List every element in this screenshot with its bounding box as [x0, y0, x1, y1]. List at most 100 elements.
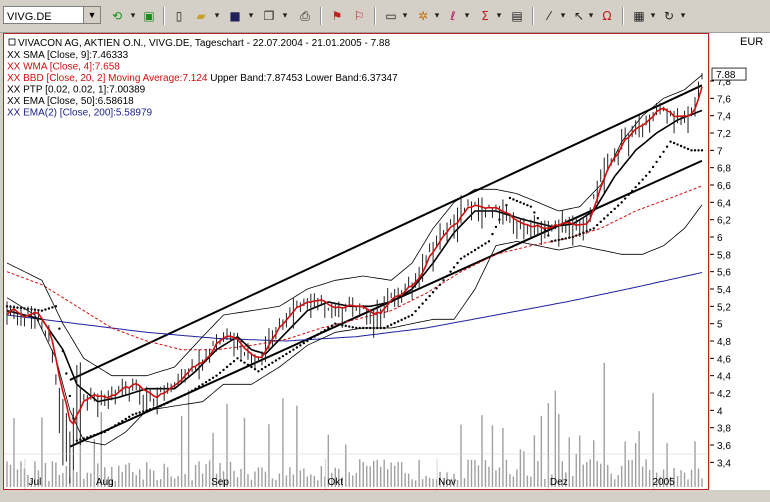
psar-dot	[592, 227, 595, 230]
psar-dot	[662, 150, 665, 153]
psar-dot	[176, 396, 180, 400]
psar-dot	[651, 165, 655, 169]
volume-bar	[551, 474, 553, 487]
x-tick-label: Nov	[438, 477, 456, 488]
print-icon[interactable]: ⎙	[300, 9, 310, 23]
volume-bar	[383, 459, 385, 487]
volume-bar	[359, 459, 361, 487]
volume-bar	[222, 471, 225, 487]
psar-dot	[634, 185, 637, 189]
psar-dot	[421, 302, 424, 305]
chart-type-icon[interactable]: ▭	[385, 9, 397, 23]
volume-bar	[97, 463, 99, 487]
indicator-icon[interactable]: ✲	[417, 9, 429, 23]
chevron-down-icon[interactable]: ▾	[464, 11, 470, 21]
chevron-down-icon[interactable]: ▾	[496, 11, 502, 21]
volume-bar	[502, 427, 504, 487]
layout-icon[interactable]: ▦	[633, 9, 645, 23]
volume-bar	[610, 473, 612, 487]
y-tick-label: 6,8	[717, 164, 731, 175]
collapse-icon	[8, 38, 16, 46]
psar-dot	[58, 327, 61, 330]
y-tick-label: 5,4	[717, 285, 731, 296]
psar-dot	[138, 411, 141, 414]
chevron-down-icon[interactable]: ▼	[83, 7, 100, 23]
chevron-down-icon[interactable]: ▾	[248, 11, 254, 21]
chevron-down-icon[interactable]: ▾	[434, 11, 440, 21]
volume-bar	[554, 390, 557, 487]
price-chart[interactable]: Jul Aug Sep Okt Nov Dez 2005 VIVACON AG, AKTIE…	[4, 34, 708, 489]
psar-dot	[344, 324, 347, 328]
volume-bar	[579, 435, 581, 487]
psar-dot	[124, 417, 127, 421]
chevron-down-icon[interactable]: ▾	[130, 11, 136, 21]
symbol-input[interactable]	[4, 9, 82, 25]
sigma-icon[interactable]: Σ	[481, 9, 489, 23]
volume-bar	[386, 469, 389, 487]
psar-dot	[686, 147, 690, 151]
chevron-down-icon[interactable]: ▾	[560, 11, 566, 21]
copy-icon[interactable]: ❐	[263, 9, 275, 23]
volume-bar	[187, 389, 190, 487]
y-tick-label: 6,2	[717, 216, 731, 227]
volume-bar	[198, 461, 200, 487]
studies-icon[interactable]: ℓ	[450, 9, 456, 23]
chart-panel[interactable]: Jul Aug Sep Okt Nov Dez 2005 VIVACON AG, AKTIE…	[3, 33, 709, 490]
x-axis-labels: Jul Aug Sep Okt Nov Dez 2005	[4, 453, 708, 489]
chevron-down-icon[interactable]: ▾	[282, 11, 288, 21]
volume-bar	[498, 467, 501, 487]
psar-dot	[456, 261, 459, 265]
save-icon[interactable]: ■	[229, 9, 241, 23]
cursor-icon[interactable]: ↖	[573, 9, 585, 23]
symbol-selector[interactable]: ▼	[3, 6, 101, 25]
status-strip	[0, 490, 770, 502]
psar-dot	[452, 266, 456, 269]
volume-bar	[152, 470, 155, 487]
psar-dot	[648, 170, 651, 174]
volume-bar	[407, 473, 410, 487]
volume-bar	[355, 473, 357, 487]
psar-dot	[627, 193, 630, 196]
volume-bar	[526, 475, 529, 487]
psar-dot	[417, 306, 421, 309]
psar-dot	[243, 361, 246, 364]
line-tool-icon[interactable]: ⁄	[547, 9, 550, 23]
psar-dot	[665, 145, 669, 148]
chevron-down-icon[interactable]: ▾	[402, 11, 408, 21]
psar-dot	[190, 389, 194, 393]
volume-bar	[474, 459, 476, 487]
flag-icon[interactable]: ⚑	[331, 9, 343, 23]
y-tick-label: 5	[717, 320, 723, 331]
psar-dot	[407, 315, 410, 318]
psar-dot	[131, 413, 134, 416]
legend-item: XX BBD [Close, 20, 2] Moving Average:7.1…	[7, 73, 398, 84]
reload-icon[interactable]: ↻	[663, 9, 675, 23]
volume-bar	[659, 476, 661, 487]
volume-bar	[589, 459, 591, 487]
volume-bar	[352, 475, 354, 487]
new-icon[interactable]: ▯	[175, 9, 183, 23]
open-folder-icon[interactable]: ▰	[196, 9, 206, 23]
volume-bar	[683, 472, 686, 487]
chevron-down-icon[interactable]: ▾	[650, 11, 656, 21]
psar-dot	[603, 217, 606, 220]
volume-bars	[6, 362, 703, 487]
volume-bar	[58, 474, 61, 487]
y-tick-label: 4,6	[717, 354, 731, 365]
chevron-down-icon[interactable]: ▾	[214, 11, 220, 21]
psar-dot	[211, 376, 215, 380]
magnet-icon[interactable]: Ω	[602, 9, 612, 23]
chart-icon[interactable]: ▣	[143, 9, 155, 23]
volume-bar	[76, 471, 78, 487]
legend-item: XX WMA [Close, 4]:7.658	[7, 62, 120, 73]
flag-alt-icon[interactable]: ⚐	[353, 9, 365, 23]
indicator-lines	[6, 74, 703, 446]
properties-icon[interactable]: ▤	[511, 9, 523, 23]
x-tick-label: 2005	[652, 477, 675, 488]
volume-bar	[317, 480, 319, 487]
chevron-down-icon[interactable]: ▾	[588, 11, 594, 21]
volume-bar	[13, 418, 15, 487]
psar-dot	[697, 149, 700, 152]
refresh-icon[interactable]: ⟲	[111, 9, 123, 23]
chevron-down-icon[interactable]: ▾	[680, 11, 686, 21]
